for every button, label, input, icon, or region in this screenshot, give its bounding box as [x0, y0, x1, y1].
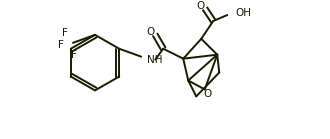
Text: F: F [58, 40, 64, 50]
Text: O: O [146, 27, 154, 37]
Text: OH: OH [235, 8, 251, 18]
Text: NH: NH [147, 55, 163, 65]
Text: O: O [204, 89, 212, 99]
Text: O: O [196, 1, 204, 11]
Text: F: F [62, 28, 68, 38]
Text: F: F [71, 50, 77, 60]
